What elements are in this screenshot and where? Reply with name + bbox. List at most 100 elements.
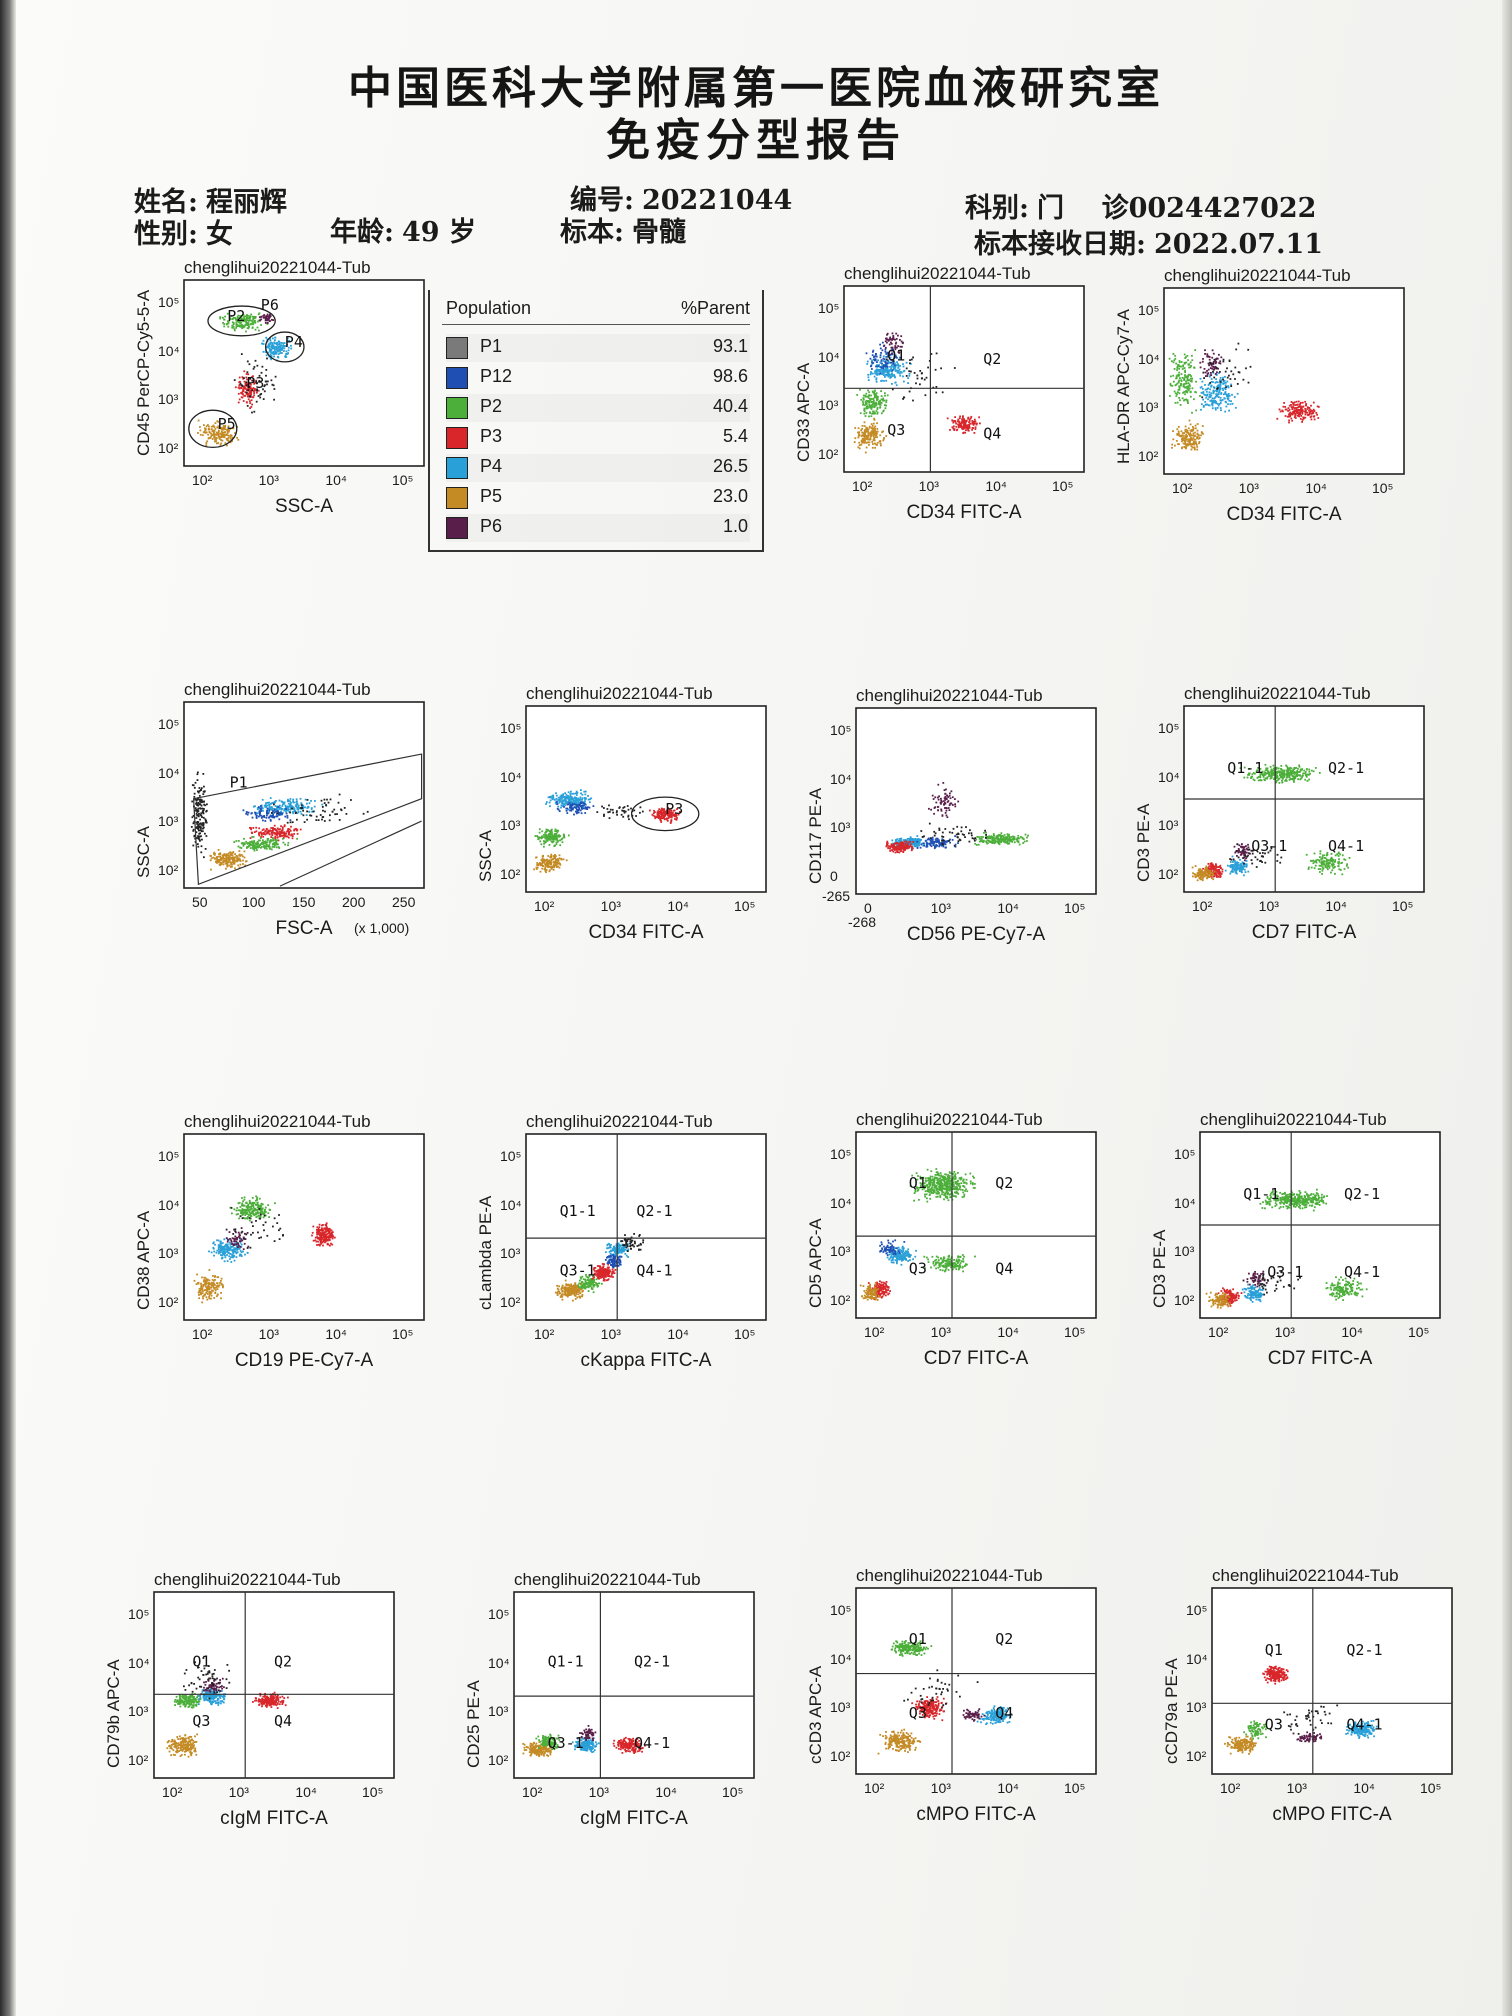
gate-label: Q2 — [983, 350, 1001, 368]
event-cluster-p5 — [1191, 865, 1216, 882]
x-tick-label: 10³ — [930, 1780, 951, 1796]
x-tick-label: 10⁴ — [985, 478, 1007, 494]
x-tick-label: 10⁴ — [667, 1326, 689, 1342]
sex-field: 性别: 女 — [134, 219, 233, 250]
gate-label: Q1-1 — [1227, 759, 1263, 777]
event-cluster-p2 — [233, 836, 298, 852]
population-row: P3 5.4 — [446, 424, 750, 452]
y-tick-label: 10⁴ — [818, 348, 840, 365]
gate-label: Q4 — [983, 425, 1001, 443]
gate-label: Q3 — [887, 421, 905, 439]
event-cluster-p1 — [620, 1233, 645, 1252]
y-axis-label: SSC-A — [476, 830, 495, 882]
event-cluster-p2 — [909, 1168, 976, 1203]
gate-ellipse — [188, 409, 238, 449]
x-tick-label: 10² — [522, 1784, 543, 1800]
x-tick-label: 10⁵ — [392, 472, 414, 488]
y-tick-label: 10³ — [818, 397, 839, 414]
x-tick-label: 0 — [864, 900, 872, 916]
event-cluster-p6 — [579, 1725, 597, 1742]
plot-area: Q1-1 Q2-1 Q3-1 Q4-1 — [1199, 1131, 1441, 1319]
event-cluster-p3 — [249, 824, 302, 842]
flow-plot: chenglihui20221044-Tub 10² 10³ 10⁴ 10⁵ 10² 10³… — [1098, 266, 1408, 562]
gate-label: P4 — [285, 333, 303, 351]
y-tick-label: 10³ — [1138, 399, 1159, 416]
x-tick-label: 10³ — [1258, 898, 1279, 914]
y-axis-label: cCD3 APC-A — [806, 1665, 825, 1764]
x-axis-label: CD19 PE-Cy7-A — [234, 1350, 374, 1371]
x-tick-label: 10⁴ — [997, 900, 1019, 916]
x-tick-label: 10² — [864, 1780, 885, 1796]
x-axis-label: FSC-A — [275, 918, 333, 939]
event-cluster-p2 — [1243, 1720, 1267, 1740]
plot-title: chenglihui20221044-Tub — [1164, 266, 1351, 285]
population-value: 23.0 — [712, 486, 748, 506]
y-tick-label: 10⁵ — [500, 1148, 522, 1164]
plot-area: P3 — [525, 705, 767, 893]
x-axis-label: CD56 PE-Cy7-A — [906, 924, 1046, 945]
event-cluster-p2 — [974, 831, 1029, 846]
x-tick-label: 10⁴ — [997, 1324, 1019, 1340]
y-tick-label: 10² — [128, 1752, 149, 1768]
event-cluster-p6 — [225, 1227, 250, 1251]
y-axis-label: cCD79a PE-A — [1162, 1658, 1181, 1764]
y-axis-label: CD38 APC-A — [134, 1210, 153, 1310]
gate-label: Q2-1 — [636, 1202, 672, 1220]
event-cluster-p4 — [976, 1705, 1013, 1725]
y-axis-label: SSC-A — [134, 826, 153, 878]
y-axis-label: CD117 PE-A — [806, 787, 825, 884]
flow-plot: chenglihui20221044-Tub Q1 Q2 Q3 Q4 10² 10³ 10⁴ 1… — [778, 264, 1088, 560]
x-tick-label: 10⁵ — [734, 898, 756, 914]
event-cluster-p3 — [1276, 400, 1320, 424]
plot-title: chenglihui20221044-Tub — [1212, 1566, 1399, 1585]
event-cluster-p5 — [533, 853, 568, 874]
event-cluster-p2 — [534, 828, 570, 848]
y-min-label: -265 — [822, 888, 851, 904]
y-tick-label: 10⁴ — [500, 768, 522, 785]
event-cluster-p4 — [252, 797, 324, 817]
y-tick-label: 10² — [488, 1752, 509, 1768]
event-cluster-p4 — [571, 1737, 600, 1753]
gate-label: Q3-1 — [1267, 1263, 1303, 1281]
gate-label: Q4 — [995, 1259, 1013, 1277]
y-tick-label: 10⁴ — [1158, 768, 1180, 785]
gate-label: Q3 — [909, 1704, 927, 1722]
population-row: P5 23.0 — [446, 484, 750, 512]
gate-label: P2 — [227, 307, 245, 325]
x-tick-label: 10⁴ — [1325, 898, 1347, 914]
population-swatch — [446, 517, 468, 539]
gate-label: Q2 — [274, 1652, 292, 1670]
x-tick-label: 10² — [864, 1324, 885, 1340]
x-tick-label: 10⁵ — [1372, 480, 1394, 496]
flow-plot: chenglihui20221044-Tub P2 P6 P4 P3 P5 10² 10³ 10… — [118, 258, 428, 554]
event-cluster-p3 — [311, 1222, 336, 1247]
event-cluster-p2 — [535, 1733, 561, 1750]
gate-label: Q1 — [887, 346, 905, 364]
population-name: P1 — [480, 336, 503, 356]
x-tick-label: 10³ — [1286, 1780, 1307, 1796]
event-cluster-p2 — [1305, 850, 1351, 876]
event-cluster-p5 — [197, 419, 240, 447]
plot-title: chenglihui20221044-Tub — [184, 258, 371, 277]
y-tick-label: 10⁴ — [500, 1196, 522, 1213]
y-tick-label: 10² — [1138, 448, 1159, 464]
population-name: P6 — [480, 516, 503, 536]
y-tick-label: 10⁴ — [1174, 1194, 1196, 1211]
gate-label: Q4-1 — [1346, 1715, 1382, 1733]
table-divider — [442, 324, 750, 325]
gate-label: Q4 — [274, 1712, 292, 1730]
event-cluster-p5 — [193, 1269, 224, 1304]
y-axis-label: CD3 PE-A — [1134, 803, 1153, 882]
population-name: P4 — [480, 456, 503, 476]
x-tick-label: 50 — [192, 894, 208, 910]
event-cluster-p1 — [1242, 1271, 1301, 1296]
y-tick-label: 10² — [158, 1294, 179, 1310]
gate-label: P1 — [230, 774, 248, 792]
flow-plot: chenglihui20221044-Tub P3 10² 10³ 10⁴ 10⁵ 10² 1… — [460, 684, 770, 980]
y-tick-label: 10⁴ — [158, 342, 180, 359]
y-tick-label: 10⁴ — [830, 1194, 852, 1211]
y-tick-label: 10⁵ — [158, 294, 180, 310]
event-cluster-p5 — [554, 1279, 584, 1302]
plot-area: P1 — [183, 701, 425, 889]
gate-label: Q1-1 — [1243, 1185, 1279, 1203]
